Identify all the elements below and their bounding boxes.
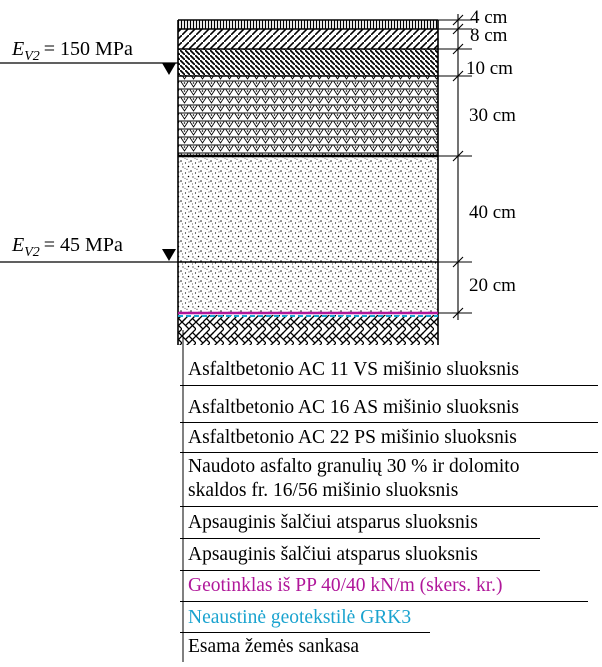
modulus-marker-45: EV2 = 45 MPa: [0, 234, 178, 263]
legend-row-geotextile: Neaustinė geotekstilė GRK3: [188, 607, 412, 628]
legend-row-recycled-l1: Naudoto asfalto granulių 30 % ir dolomit…: [188, 456, 520, 477]
thickness-label-ac22: 10 cm: [466, 58, 513, 79]
thickness-labels: 4 cm 8 cm 10 cm 30 cm 40 cm 20 cm: [466, 7, 516, 296]
legend-row-geogrid: Geotinklas iš PP 40/40 kN/m (skers. kr.): [188, 575, 503, 596]
legend-divider: [180, 385, 598, 386]
modulus-marker-150: EV2 = 150 MPa: [0, 38, 178, 75]
legend-row-subgrade: Esama žemės sankasa: [188, 636, 360, 657]
svg-text:EV2= 45 MPa: EV2 = 45 MPa: [11, 234, 123, 260]
legend-row-ac22: Asfaltbetonio AC 22 PS mišinio sluoksnis: [188, 427, 517, 448]
legend-divider: [180, 452, 598, 453]
thickness-label-frost-1: 40 cm: [469, 202, 516, 223]
thickness-label-ac11: 4 cm: [470, 7, 508, 28]
legend-divider: [180, 506, 598, 507]
thickness-label-recycled: 30 cm: [469, 105, 516, 126]
legend-divider: [180, 570, 540, 571]
legend-divider: [180, 422, 598, 423]
layer-frost-2-hatch: [178, 262, 438, 313]
thickness-dimension-line: [438, 14, 472, 320]
legend-row-recycled-l2: skaldos fr. 16/56 mišinio sluoksnis: [188, 480, 459, 501]
layer-ac11-hatch: [178, 20, 438, 29]
layer-ac22-hatch: [178, 49, 438, 76]
layer-frost-1-hatch: [178, 156, 438, 262]
subgrade-hatch: [178, 315, 438, 345]
legend-divider: [180, 538, 540, 539]
svg-text:EV2= 150 MPa: EV2 = 150 MPa: [11, 38, 133, 64]
layer-boundaries: [177, 19, 439, 345]
thickness-label-ac16: 8 cm: [470, 25, 508, 46]
legend-row-ac16: Asfaltbetonio AC 16 AS mišinio sluoksnis: [188, 397, 519, 418]
down-triangle-icon: [162, 63, 176, 75]
legend-divider: [180, 632, 430, 633]
legend-row-ac11: Asfaltbetonio AC 11 VS mišinio sluoksnis: [188, 359, 519, 380]
thickness-label-frost-2: 20 cm: [469, 275, 516, 296]
layer-recycled-hatch: [178, 76, 438, 156]
legend-row-frost-2: Apsauginis šalčiui atsparus sluoksnis: [188, 544, 478, 565]
legend-divider: [180, 601, 588, 602]
legend-row-frost-1: Apsauginis šalčiui atsparus sluoksnis: [188, 512, 478, 533]
layer-ac16-hatch: [178, 29, 438, 49]
down-triangle-icon: [162, 249, 176, 261]
